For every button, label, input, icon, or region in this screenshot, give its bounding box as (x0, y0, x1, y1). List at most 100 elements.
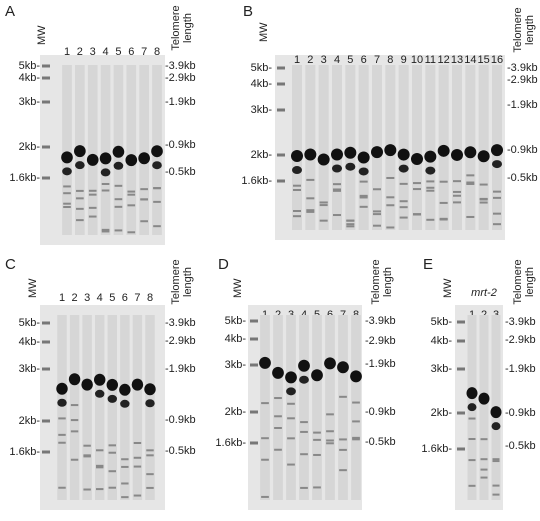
faint-band (146, 449, 154, 452)
size-marker: 1.6kb- (215, 437, 246, 449)
band (259, 356, 271, 369)
faint-band (466, 181, 475, 184)
band (384, 144, 397, 157)
band (292, 166, 302, 175)
band (286, 387, 296, 396)
faint-band (133, 465, 142, 468)
faint-band (468, 417, 476, 420)
faint-band (153, 187, 161, 190)
faint-band (274, 415, 282, 418)
lane-number: 4 (301, 309, 307, 321)
faint-band (127, 193, 136, 196)
band (99, 152, 112, 165)
faint-band (493, 212, 501, 215)
lane-number: 1 (294, 54, 300, 66)
telomere-marker: -0.5kb (165, 445, 196, 457)
telomere-title: length (524, 15, 536, 45)
faint-band (492, 458, 500, 461)
size-marker: 4kb- (431, 335, 453, 347)
faint-band (127, 190, 136, 193)
telomere-marker: -2.9kb (365, 335, 396, 347)
faint-band (333, 183, 341, 186)
telomere-marker: -0.9kb (165, 139, 196, 151)
faint-band (466, 182, 475, 185)
faint-band (453, 180, 461, 183)
ladder-band (250, 410, 258, 414)
size-marker: 5kb- (251, 62, 273, 74)
faint-band (480, 458, 488, 461)
faint-band (101, 228, 110, 231)
band (332, 164, 342, 173)
band (95, 389, 105, 398)
lane-number: 7 (340, 309, 346, 321)
lane-number: 12 (438, 54, 450, 66)
faint-band (333, 189, 341, 192)
telomere-marker: -3.9kb (365, 315, 396, 327)
panel-label: E (423, 256, 433, 273)
telomere-marker: -2.9kb (165, 72, 196, 84)
lane-smear (338, 315, 348, 500)
faint-band (121, 465, 129, 468)
faint-band (140, 220, 148, 223)
size-marker: 3kb- (251, 104, 273, 116)
band (81, 378, 93, 391)
faint-band (121, 458, 129, 461)
faint-band (88, 189, 97, 192)
faint-band (153, 200, 161, 203)
lane-number: 13 (451, 54, 463, 66)
faint-band (274, 448, 282, 451)
faint-band (83, 454, 91, 457)
faint-band (413, 182, 421, 185)
faint-band (127, 204, 136, 207)
faint-band (108, 486, 116, 489)
faint-band (339, 448, 347, 451)
lane-smear (299, 315, 309, 500)
band (138, 152, 150, 165)
lane-smear (126, 65, 137, 235)
lane-smear (107, 315, 117, 500)
band (477, 150, 490, 163)
faint-band (58, 417, 66, 420)
lane-number: 6 (327, 309, 333, 321)
faint-band (373, 188, 381, 191)
telomere-marker: -2.9kb (505, 334, 536, 346)
faint-band (133, 441, 142, 444)
ladder-band (457, 411, 465, 415)
faint-band (83, 444, 91, 447)
faint-band (493, 196, 501, 199)
band (492, 160, 502, 169)
band (151, 145, 163, 158)
faint-band (468, 484, 476, 487)
lane-number: 3 (90, 46, 96, 58)
size-marker: 1.6kb- (241, 175, 272, 187)
band (56, 382, 68, 395)
faint-band (58, 433, 66, 436)
faint-band (453, 201, 461, 204)
faint-band (413, 188, 421, 191)
telomere-marker: -0.5kb (365, 436, 396, 448)
faint-band (63, 185, 71, 188)
size-marker: 5kb- (431, 316, 453, 328)
band (337, 361, 349, 374)
lane-number: 11 (425, 54, 436, 66)
size-marker: 5kb- (19, 60, 41, 72)
lane-smear (332, 65, 342, 230)
lane-smear (100, 65, 111, 235)
lane-number: 3 (288, 309, 294, 321)
faint-band (352, 401, 360, 404)
faint-band (300, 421, 308, 424)
lane-number: 3 (84, 292, 90, 304)
faint-band (492, 460, 500, 463)
lane-number: 8 (353, 309, 359, 321)
band (86, 153, 99, 166)
lane-smear (412, 65, 422, 230)
telomere-marker: -2.9kb (165, 335, 196, 347)
faint-band (114, 184, 123, 187)
faint-band (261, 495, 269, 498)
telomere-marker: -1.9kb (505, 363, 536, 375)
lane-smear (478, 65, 489, 230)
band (466, 387, 478, 400)
lane-number: 1 (59, 292, 65, 304)
telomere-marker: -3.9kb (165, 317, 196, 329)
lane-smear (305, 65, 316, 230)
